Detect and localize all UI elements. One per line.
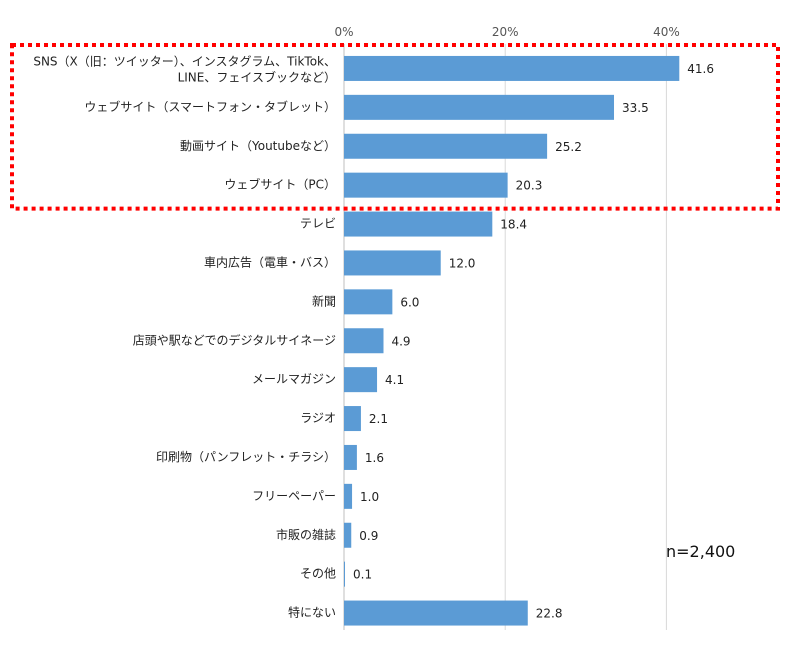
value-label: 12.0 — [449, 256, 476, 270]
value-label: 33.5 — [622, 101, 649, 115]
category-label: 動画サイト（Youtubeなど） — [180, 139, 336, 153]
x-tick-label: 20% — [492, 25, 519, 39]
bar — [344, 94, 615, 120]
category-label: 店頭や駅などでのデジタルサイネージ — [133, 332, 336, 347]
value-label: 18.4 — [500, 218, 527, 232]
category-label: その他 — [300, 567, 336, 581]
bar — [344, 250, 441, 276]
bar — [344, 406, 361, 432]
category-label: ウェブサイト（スマートフォン・タブレット） — [84, 99, 336, 114]
category-label: 印刷物（パンフレット・チラシ） — [156, 450, 336, 464]
x-tick-label: 0% — [334, 25, 353, 39]
sample-size-label: n=2,400 — [666, 542, 735, 561]
category-label: 車内広告（電車・バス） — [204, 255, 336, 269]
bar — [344, 367, 378, 393]
bar — [344, 172, 508, 198]
category-label: メールマガジン — [252, 372, 336, 386]
highlight-box — [10, 43, 780, 211]
value-label: 4.1 — [385, 373, 404, 387]
value-label: 0.1 — [353, 568, 372, 582]
value-label: 22.8 — [536, 607, 563, 621]
bar — [344, 289, 393, 315]
x-tick-label: 40% — [653, 25, 680, 39]
bar — [344, 561, 345, 587]
bar — [344, 522, 352, 548]
value-label: 20.3 — [516, 179, 543, 193]
bar — [344, 600, 528, 626]
bar — [344, 133, 548, 159]
bar — [344, 211, 493, 237]
value-label: 0.9 — [359, 529, 378, 543]
category-label: SNS（X（旧：ツイッター）、インスタグラム、TikTok、 LINE、フェイスブ… — [33, 54, 336, 84]
value-label: 1.6 — [365, 451, 384, 465]
category-label: 市販の雑誌 — [276, 527, 336, 542]
category-label: 特にない — [288, 605, 336, 620]
category-label: 新聞 — [312, 293, 336, 308]
value-label: 25.2 — [555, 140, 582, 154]
category-label: フリーペーパー — [252, 489, 336, 503]
bar — [344, 328, 384, 354]
bar — [344, 444, 357, 470]
value-label: 2.1 — [369, 412, 388, 426]
value-label: 4.9 — [391, 334, 410, 348]
value-label: 1.0 — [360, 490, 379, 504]
category-label: テレビ — [300, 217, 336, 231]
value-label: 6.0 — [400, 295, 419, 309]
category-label: ラジオ — [300, 411, 336, 425]
bar — [344, 55, 680, 81]
bar — [344, 483, 353, 509]
value-label: 41.6 — [687, 62, 714, 76]
category-label: ウェブサイト（PC） — [224, 177, 336, 192]
